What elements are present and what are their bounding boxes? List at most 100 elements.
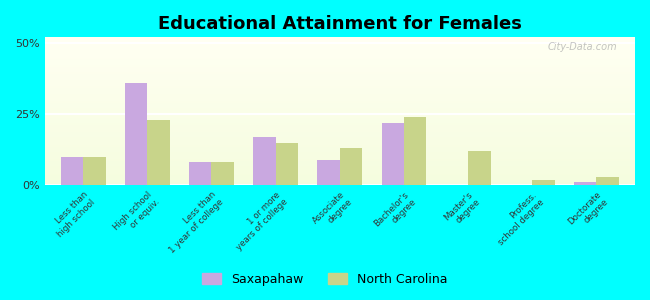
- Bar: [45, 163, 635, 164]
- Bar: [45, 131, 635, 132]
- Bar: [45, 62, 635, 63]
- Bar: [45, 101, 635, 102]
- Bar: [45, 57, 635, 58]
- Bar: [45, 90, 635, 91]
- Bar: [45, 134, 635, 135]
- Bar: [45, 48, 635, 49]
- Bar: [45, 72, 635, 73]
- Bar: [45, 75, 635, 76]
- Bar: [45, 151, 635, 152]
- Bar: [45, 119, 635, 120]
- Bar: [404, 117, 426, 185]
- Bar: [45, 56, 635, 57]
- Bar: [45, 108, 635, 109]
- Bar: [45, 181, 635, 182]
- Bar: [45, 41, 635, 42]
- Bar: [45, 40, 635, 41]
- Bar: [45, 148, 635, 149]
- Bar: [45, 81, 635, 82]
- Bar: [45, 178, 635, 179]
- Bar: [45, 78, 635, 79]
- Bar: [45, 110, 635, 111]
- Bar: [45, 84, 635, 85]
- Bar: [45, 82, 635, 83]
- Bar: [45, 121, 635, 122]
- Bar: [60, 157, 83, 185]
- Bar: [45, 125, 635, 126]
- Bar: [45, 69, 635, 70]
- Bar: [45, 161, 635, 162]
- Bar: [45, 91, 635, 92]
- Bar: [45, 50, 635, 51]
- Bar: [340, 148, 362, 185]
- Bar: [45, 38, 635, 39]
- Bar: [45, 55, 635, 56]
- Bar: [45, 61, 635, 62]
- Bar: [45, 115, 635, 116]
- Bar: [45, 154, 635, 155]
- Bar: [45, 150, 635, 151]
- Bar: [45, 172, 635, 173]
- Bar: [45, 95, 635, 96]
- Bar: [45, 59, 635, 60]
- Bar: [45, 122, 635, 123]
- Bar: [45, 100, 635, 101]
- Bar: [45, 99, 635, 100]
- Title: Educational Attainment for Females: Educational Attainment for Females: [158, 15, 522, 33]
- Bar: [45, 120, 635, 121]
- Bar: [45, 89, 635, 90]
- Legend: Saxapahaw, North Carolina: Saxapahaw, North Carolina: [198, 268, 452, 291]
- Bar: [45, 54, 635, 55]
- Bar: [45, 37, 635, 38]
- Bar: [45, 70, 635, 71]
- Bar: [45, 180, 635, 181]
- Bar: [45, 174, 635, 175]
- Bar: [45, 106, 635, 107]
- Bar: [45, 63, 635, 64]
- Bar: [45, 158, 635, 159]
- Bar: [45, 171, 635, 172]
- Bar: [45, 103, 635, 104]
- Bar: [45, 147, 635, 148]
- Bar: [574, 182, 597, 185]
- Bar: [45, 114, 635, 115]
- Bar: [45, 61, 635, 62]
- Bar: [45, 87, 635, 88]
- Bar: [45, 112, 635, 113]
- Bar: [45, 85, 635, 86]
- Bar: [45, 139, 635, 140]
- Bar: [45, 146, 635, 147]
- Bar: [45, 104, 635, 105]
- Bar: [45, 159, 635, 160]
- Bar: [45, 145, 635, 146]
- Bar: [45, 132, 635, 133]
- Bar: [45, 46, 635, 47]
- Bar: [148, 120, 170, 185]
- Bar: [45, 165, 635, 166]
- Bar: [253, 137, 276, 185]
- Bar: [45, 65, 635, 66]
- Bar: [45, 183, 635, 184]
- Bar: [45, 67, 635, 68]
- Bar: [83, 157, 105, 185]
- Bar: [45, 138, 635, 139]
- Bar: [45, 68, 635, 69]
- Bar: [45, 39, 635, 40]
- Bar: [45, 137, 635, 138]
- Bar: [45, 177, 635, 178]
- Bar: [45, 52, 635, 53]
- Bar: [45, 166, 635, 167]
- Bar: [45, 124, 635, 125]
- Bar: [45, 116, 635, 117]
- Bar: [45, 86, 635, 87]
- Bar: [45, 141, 635, 142]
- Bar: [45, 140, 635, 141]
- Bar: [45, 173, 635, 174]
- Bar: [45, 80, 635, 81]
- Bar: [45, 136, 635, 137]
- Text: City-Data.com: City-Data.com: [548, 42, 617, 52]
- Bar: [45, 130, 635, 131]
- Bar: [45, 44, 635, 45]
- Bar: [45, 157, 635, 158]
- Bar: [532, 180, 555, 185]
